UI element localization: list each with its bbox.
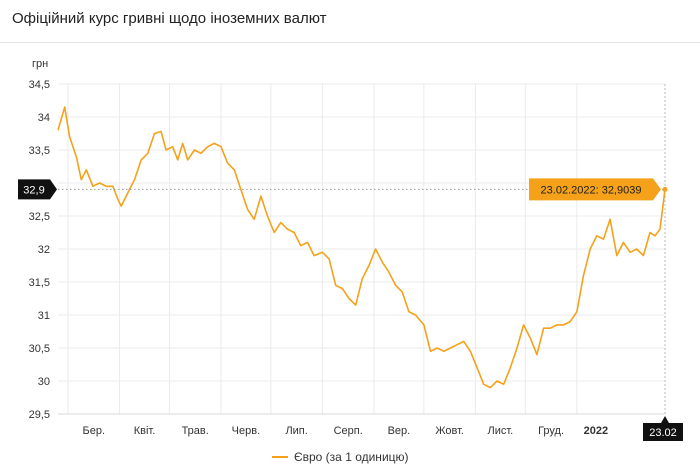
x-value-marker: 23.02 (643, 416, 683, 441)
header-divider (0, 42, 700, 43)
annotations: 32,9 23.02.2022: 32,9039 23.02 (18, 178, 683, 441)
y-tick-label: 32,5 (29, 211, 50, 223)
series-line-euro[interactable] (57, 106, 666, 389)
y-tick-label: 33,5 (29, 145, 50, 157)
x-marker-arrow (661, 416, 669, 423)
x-tick-label: Вер. (388, 425, 411, 437)
x-tick-label: Жовт. (435, 425, 464, 437)
x-tick-label: Лип. (285, 425, 307, 437)
y-value-marker: 32,9 (18, 179, 57, 200)
tooltip: 23.02.2022: 32,9039 (529, 178, 661, 201)
legend-swatch (272, 456, 288, 458)
x-tick-label: Квіт. (134, 425, 156, 437)
x-axis-ticks: Бер. Квіт. Трав. Черв. Лип. Серп. Вер. Жовт. Лис… (82, 425, 608, 437)
y-tick-label: 30 (38, 376, 50, 388)
y-axis-label: грн (32, 58, 48, 70)
y-tick-label: 30,5 (29, 343, 50, 355)
x-tick-label: Трав. (182, 425, 209, 437)
y-tick-label: 34 (38, 112, 50, 124)
tooltip-text: 23.02.2022: 32,9039 (541, 184, 642, 196)
x-marker-box (643, 423, 683, 441)
series-layer (57, 106, 666, 389)
x-tick-label: Бер. (82, 425, 105, 437)
y-tick-label: 32 (38, 244, 50, 256)
legend[interactable]: Євро (за 1 одиницю) (272, 450, 409, 464)
x-tick-label: Серп. (334, 425, 363, 437)
x-tick-label: 2022 (584, 425, 608, 437)
highlight-point (662, 186, 668, 192)
x-marker-label: 23.02 (649, 427, 677, 439)
x-tick-label: Лист. (487, 425, 513, 437)
grid-lines (58, 83, 666, 415)
y-marker-box (18, 179, 57, 200)
y-marker-label: 32,9 (23, 184, 44, 196)
page-title: Офіційний курс гривні щодо іноземних вал… (12, 10, 327, 27)
tooltip-box (529, 178, 661, 201)
y-tick-label: 31 (38, 310, 50, 322)
x-tick-label: Черв. (232, 425, 260, 437)
y-tick-label: 34,5 (29, 79, 50, 91)
legend-label: Євро (за 1 одиницю) (294, 450, 409, 464)
y-tick-label: 29,5 (29, 409, 50, 421)
y-tick-label: 31,5 (29, 277, 50, 289)
x-tick-label: Груд. (538, 425, 564, 437)
